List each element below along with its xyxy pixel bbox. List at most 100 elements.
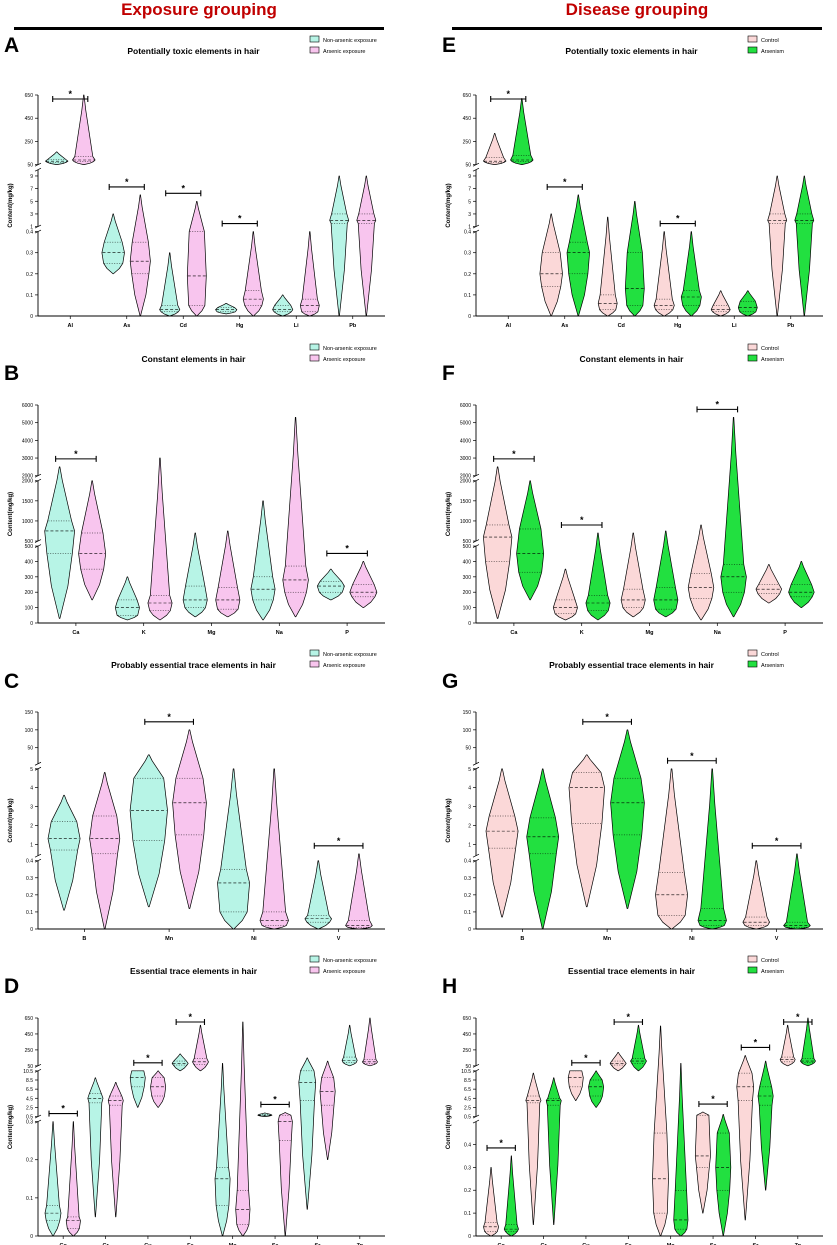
y-tick-label: 450 [25, 1032, 34, 1038]
violin-al-b [510, 98, 534, 165]
legend-label-b: Arsenic exposure [323, 969, 366, 975]
violin-al-b [72, 94, 96, 165]
x-tick-label: Li [294, 323, 299, 329]
violin-cr-a [87, 1077, 104, 1218]
violin-p-b [788, 561, 815, 608]
significance-star: * [499, 1138, 503, 1148]
legend-label-a: Non-arsenic exposure [323, 652, 377, 658]
y-tick-label: 7 [468, 187, 471, 193]
y-tick-label: 5000 [460, 421, 471, 427]
y-tick-label: 4.5 [26, 1096, 33, 1102]
violin-p-a [316, 568, 345, 601]
x-tick-label: Mo [229, 1243, 238, 1245]
y-tick-label: 2 [468, 823, 471, 829]
violin-fe-b [192, 1024, 209, 1072]
y-tick-label: 500 [25, 544, 34, 550]
y-tick-label: 100 [463, 606, 472, 612]
x-tick-label: Na [276, 630, 284, 636]
violin-mo-a [214, 1063, 231, 1237]
significance-star: * [716, 399, 720, 409]
axis-break-mark [34, 544, 42, 548]
panel-label-g: G [442, 670, 458, 693]
panel-c: C Probably essential trace elements in ha… [4, 649, 385, 942]
significance-star: * [61, 1104, 65, 1114]
violin-co-a [44, 1121, 62, 1237]
significance-star: * [273, 1094, 277, 1104]
violin-ni-b [697, 768, 727, 930]
x-tick-label: Se [272, 1243, 279, 1245]
axis-break-mark [34, 1119, 42, 1124]
panel-e: E Potentially toxic elements in hair Contr… [442, 34, 823, 329]
x-tick-label: Cu [144, 1243, 151, 1245]
y-axis-label: Content(mg/kg) [8, 1105, 14, 1149]
x-tick-label: Sr [753, 1243, 760, 1245]
y-tick-label: 0.5 [26, 1115, 33, 1121]
violin-mn-b [172, 729, 207, 909]
y-tick-label: 500 [25, 539, 34, 545]
y-tick-label: 0.1 [26, 1196, 33, 1202]
significance-star: * [74, 449, 78, 459]
y-tick-label: 0 [468, 621, 471, 627]
axis-break-mark [472, 766, 480, 771]
x-tick-label: P [345, 630, 349, 636]
violin-ni-a [217, 768, 250, 930]
significance-star: * [754, 1037, 758, 1047]
y-tick-label: 0 [30, 314, 33, 320]
violin-mn-a [129, 754, 168, 908]
y-tick-label: 3 [30, 805, 33, 811]
violin-k-a [552, 568, 578, 621]
y-tick-label: 300 [25, 575, 34, 581]
y-tick-label: 10.5 [23, 1069, 33, 1075]
violin-cu-b [588, 1070, 605, 1108]
significance-star: * [584, 1053, 588, 1063]
significance-star: * [627, 1012, 631, 1022]
significance-star: * [337, 836, 341, 846]
y-tick-label: 0.3 [26, 251, 33, 257]
violin-mn-b [610, 729, 645, 909]
legend-swatch-b [747, 354, 758, 362]
legend-swatch-a [309, 955, 320, 963]
violin-b-b [89, 772, 121, 930]
x-tick-label: Co [498, 1243, 506, 1245]
disease-grouping-rule [452, 27, 822, 30]
y-axis-label: Content(mg/kg) [446, 1105, 452, 1149]
y-axis-label: Content(mg/kg) [8, 492, 14, 536]
x-tick-label: Al [506, 323, 512, 329]
y-tick-label: 0.3 [26, 1120, 33, 1126]
legend-label-a: Control [761, 958, 779, 964]
violin-pb-a [329, 175, 350, 317]
y-tick-label: 8.5 [26, 1078, 33, 1084]
y-tick-label: 250 [25, 1048, 34, 1054]
y-tick-label: 5 [30, 767, 33, 773]
axis-break-mark [34, 766, 42, 771]
axis-break-mark [34, 478, 42, 483]
axis-break-mark [472, 162, 480, 167]
violin-as-a [539, 213, 563, 317]
legend-swatch-a [747, 343, 758, 351]
y-tick-label: 0.2 [26, 893, 33, 899]
y-tick-label: 0 [30, 621, 33, 627]
violin-zn-a [341, 1024, 358, 1067]
y-tick-label: 1 [468, 225, 471, 231]
chart-title: Constant elements in hair [580, 354, 685, 364]
axis-break-mark [472, 1064, 480, 1068]
y-tick-label: 0.5 [464, 1115, 471, 1121]
panel-label-c: C [4, 670, 19, 693]
violin-fe-b [630, 1024, 647, 1072]
x-tick-label: Zn [356, 1243, 363, 1245]
violin-mn-a [568, 754, 605, 908]
violin-mo-a [652, 1025, 669, 1237]
y-tick-label: 250 [463, 139, 472, 145]
panel-d: D Essential trace elements in hair Non-ars… [4, 955, 385, 1245]
x-tick-label: Mg [208, 630, 216, 636]
panel-label-d: D [4, 975, 19, 998]
y-tick-label: 0.2 [464, 272, 471, 278]
axis-break-mark [472, 853, 480, 858]
violin-hg-b [242, 231, 264, 317]
legend-swatch-b [747, 966, 758, 974]
x-tick-label: Hg [674, 323, 681, 329]
significance-star: * [506, 89, 510, 99]
y-tick-label: 2 [30, 823, 33, 829]
panel-a: A Potentially toxic elements in hair Non-a… [4, 34, 385, 329]
axis-break-mark [34, 229, 42, 234]
